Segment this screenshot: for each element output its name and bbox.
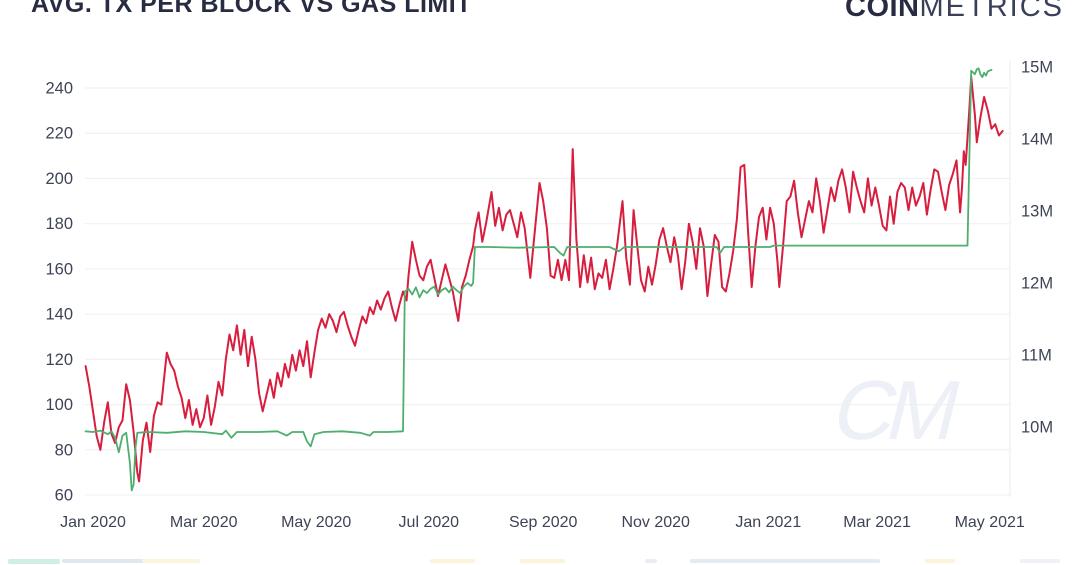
- coinmetrics-logo: COINMETRICS: [845, 0, 1064, 24]
- x-axis-tick-label: Jul 2020: [399, 514, 460, 531]
- y-axis-right-tick-label: 12M: [1021, 275, 1053, 293]
- cropped-legend-fragment: [62, 559, 162, 563]
- coinmetrics-logo-bold: COIN: [845, 0, 920, 23]
- coinmetrics-logo-light: METRICS: [919, 0, 1064, 23]
- y-axis-left-tick-label: 60: [55, 487, 73, 505]
- gas-limit-line: [84, 67, 993, 492]
- x-axis-tick-label: May 2020: [281, 514, 351, 531]
- y-axis-left-tick-label: 200: [45, 170, 73, 188]
- x-axis-tick-label: Mar 2021: [843, 514, 911, 531]
- y-axis-left-tick-label: 180: [45, 215, 73, 233]
- cropped-legend-fragment: [1020, 559, 1060, 563]
- x-axis-tick-label: Nov 2020: [621, 514, 690, 531]
- y-axis-right-tick-label: 11M: [1021, 347, 1052, 365]
- cropped-legend-fragment: [925, 559, 955, 563]
- y-axis-left-tick-label: 80: [55, 441, 73, 459]
- y-axis-left-tick-label: 140: [45, 306, 73, 324]
- x-axis-tick-label: Sep 2020: [509, 514, 578, 531]
- y-axis-left-tick-label: 240: [45, 80, 73, 98]
- y-axis-left-tick-label: 220: [45, 125, 73, 143]
- cropped-legend-fragment: [645, 559, 657, 563]
- cropped-legend-fragment: [520, 559, 565, 563]
- page-title: AVG. TX PER BLOCK VS GAS LIMIT: [31, 0, 472, 18]
- y-axis-left-tick-label: 120: [45, 351, 73, 369]
- cropped-legend-fragment: [142, 559, 200, 563]
- avg-tx-per-block-line: [84, 75, 1004, 483]
- y-axis-right-tick-label: 13M: [1021, 203, 1053, 221]
- cropped-legend-fragment: [430, 559, 475, 563]
- cropped-legend-fragment: [690, 559, 880, 563]
- x-axis-tick-label: Mar 2020: [170, 514, 238, 531]
- y-axis-right-tick-label: 14M: [1021, 131, 1053, 149]
- x-axis-tick-label: Jan 2021: [735, 514, 801, 531]
- cropped-legend-strip: [0, 559, 1080, 565]
- x-axis-tick-label: Jan 2020: [60, 514, 126, 531]
- y-axis-right-tick-label: 10M: [1021, 419, 1053, 437]
- y-axis-left-tick-label: 160: [45, 260, 73, 278]
- x-axis-tick-label: May 2021: [955, 514, 1025, 531]
- cropped-legend-fragment: [8, 559, 60, 564]
- y-axis-left-tick-label: 100: [45, 396, 73, 414]
- y-axis-right-tick-label: 15M: [1021, 59, 1053, 77]
